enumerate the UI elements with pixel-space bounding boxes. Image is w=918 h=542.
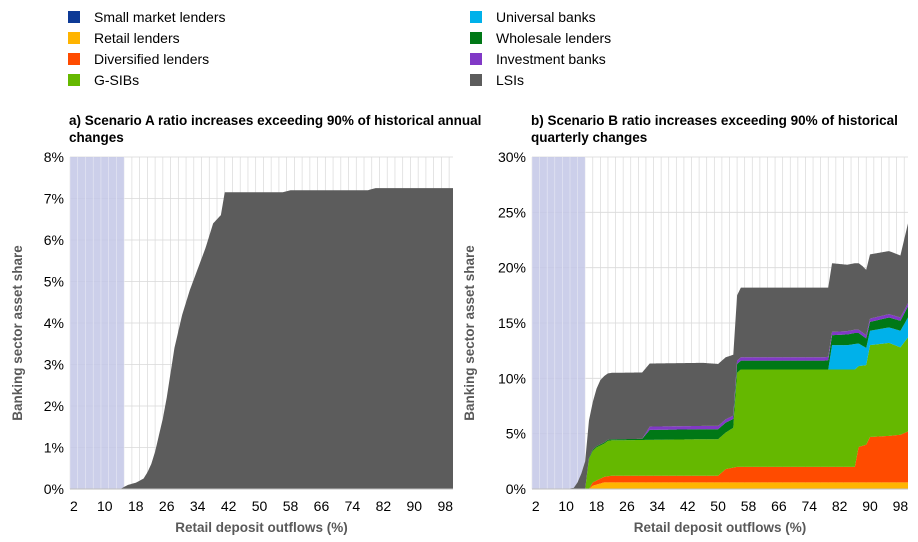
legend-swatch [470, 74, 482, 86]
x-tick-label: 58 [741, 498, 757, 514]
panel-a-title: a) Scenario A ratio increases exceeding … [69, 113, 482, 145]
legend-label: Small market lenders [94, 9, 226, 25]
chart-panel-0: 0% 1% 2% 3% 4% 5% 6% 7% 8% 2 10 18 26 34 42 50 58 66 74 82 9… [10, 149, 453, 535]
y-tick-label: 10% [498, 370, 526, 386]
legend-swatch [68, 11, 80, 23]
x-tick-label: 50 [710, 498, 726, 514]
x-tick-label: 82 [376, 498, 392, 514]
y-tick-label: 30% [498, 149, 526, 165]
legend-swatch [470, 32, 482, 44]
legend-item-wholesale-lenders: Wholesale lenders [470, 29, 611, 47]
legend-swatch [68, 74, 80, 86]
y-tick-label: 7% [44, 191, 64, 207]
y-tick-label: 3% [44, 357, 64, 373]
area-lsis [70, 188, 453, 489]
y-tick-label: 0% [44, 481, 64, 497]
y-tick-label: 15% [498, 315, 526, 331]
x-tick-label: 18 [128, 498, 144, 514]
legend-swatch [68, 53, 80, 65]
x-tick-label: 90 [862, 498, 878, 514]
legend-label: Wholesale lenders [496, 30, 612, 46]
y-tick-label: 20% [498, 260, 526, 276]
y-tick-label: 8% [44, 149, 64, 165]
legend-item-g-sibs: G-SIBs [68, 71, 139, 89]
legend-item-lsis: LSIs [470, 71, 524, 89]
x-tick-label: 2 [70, 498, 78, 514]
chart-panel-1: 0% 5% 10% 15% 20% 25% 30% 2 10 18 26 34 42 50 58 66 74 82… [462, 149, 908, 535]
shaded-region [532, 157, 586, 489]
x-tick-label: 26 [159, 498, 175, 514]
y-axis-title: Banking sector asset share [10, 245, 25, 421]
y-tick-label: 0% [506, 481, 526, 497]
x-tick-label: 34 [650, 498, 666, 514]
x-tick-label: 98 [437, 498, 453, 514]
x-tick-label: 2 [532, 498, 540, 514]
legend-swatch [470, 53, 482, 65]
x-tick-label: 74 [345, 498, 361, 514]
y-tick-label: 4% [44, 315, 64, 331]
x-tick-label: 34 [190, 498, 206, 514]
x-axis-title: Retail deposit outflows (%) [175, 520, 348, 535]
y-tick-label: 2% [44, 398, 64, 414]
x-tick-label: 10 [97, 498, 113, 514]
x-tick-label: 10 [558, 498, 574, 514]
legend-swatch [470, 11, 482, 23]
y-tick-label: 5% [506, 426, 526, 442]
shaded-region [70, 157, 125, 489]
legend-item-universal-banks: Universal banks [470, 8, 596, 26]
x-tick-label: 50 [252, 498, 268, 514]
legend-item-diversified-lenders: Diversified lenders [68, 50, 209, 68]
legend-item-retail-lenders: Retail lenders [68, 29, 180, 47]
chart-legend: Small market lenders Retail lenders Divers… [0, 0, 918, 90]
x-tick-label: 42 [221, 498, 237, 514]
panel-b-title: b) Scenario B ratio increases exceeding … [531, 113, 898, 145]
x-tick-label: 26 [619, 498, 635, 514]
legend-label: Investment banks [496, 51, 606, 67]
x-tick-label: 82 [832, 498, 848, 514]
x-axis-title: Retail deposit outflows (%) [634, 520, 807, 535]
x-tick-label: 66 [771, 498, 787, 514]
y-tick-label: 5% [44, 274, 64, 290]
x-tick-label: 74 [801, 498, 817, 514]
y-tick-label: 6% [44, 232, 64, 248]
x-tick-label: 90 [407, 498, 423, 514]
y-axis-title: Banking sector asset share [462, 245, 477, 421]
legend-label: G-SIBs [94, 72, 140, 88]
legend-item-investment-banks: Investment banks [470, 50, 606, 68]
x-tick-label: 42 [680, 498, 696, 514]
area-universal-banks [532, 317, 908, 489]
x-tick-label: 18 [589, 498, 605, 514]
x-tick-label: 66 [314, 498, 330, 514]
area-investment-banks [532, 303, 908, 489]
y-tick-label: 25% [498, 204, 526, 220]
legend-label: Diversified lenders [94, 51, 210, 67]
x-tick-label: 58 [283, 498, 299, 514]
legend-label: Retail lenders [94, 30, 180, 46]
area-retail-lenders [532, 482, 908, 489]
area-lsis [532, 223, 908, 489]
x-tick-label: 98 [893, 498, 909, 514]
legend-label: Universal banks [496, 9, 596, 25]
area-diversified-lenders [532, 431, 908, 489]
area-g-sibs [532, 337, 908, 489]
area-wholesale-lenders [532, 306, 908, 489]
legend-swatch [68, 32, 80, 44]
legend-label: LSIs [496, 72, 525, 88]
legend-item-small-market-lenders: Small market lenders [68, 8, 226, 26]
y-tick-label: 1% [44, 440, 64, 456]
